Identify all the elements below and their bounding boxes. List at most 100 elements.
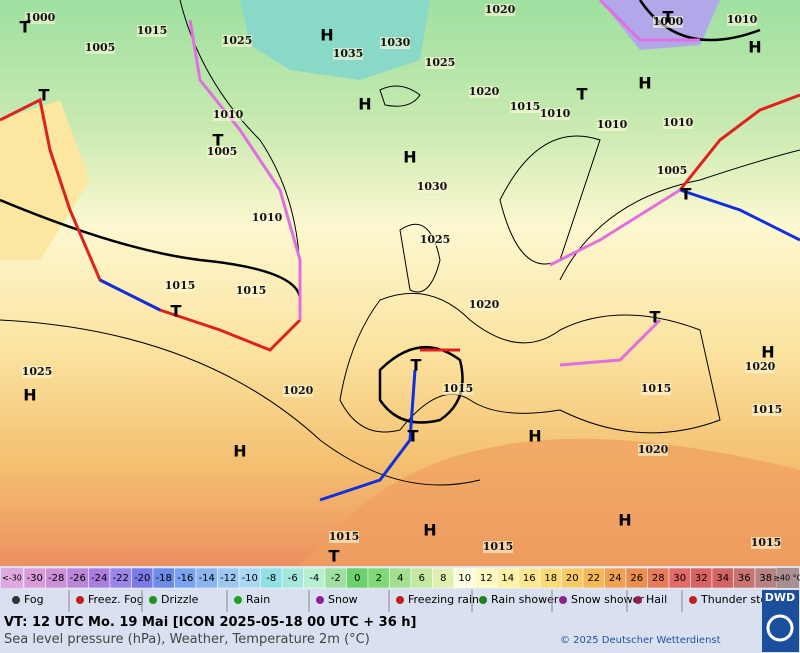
pressure-center: T bbox=[408, 427, 419, 446]
label-bg bbox=[380, 37, 410, 49]
scale-value: 32 bbox=[695, 573, 708, 584]
scale-value: 20 bbox=[566, 573, 579, 584]
scale-value: 36 bbox=[738, 573, 751, 584]
label-bg bbox=[25, 12, 55, 24]
warm-area bbox=[0, 100, 90, 260]
label-bg bbox=[420, 234, 450, 246]
isobar-label: 1025 bbox=[425, 56, 456, 69]
pressure-center: T bbox=[681, 185, 692, 204]
isobar-label: 1010 bbox=[597, 118, 628, 131]
cold-front bbox=[99, 278, 161, 312]
scale-value: -12 bbox=[220, 573, 236, 584]
label-bg bbox=[653, 16, 683, 28]
legend-icon bbox=[634, 596, 642, 604]
isobar-label: 1025 bbox=[22, 365, 53, 378]
pressure-center: H bbox=[748, 38, 761, 57]
isobar-label: 1010 bbox=[727, 13, 758, 26]
legend-icon bbox=[479, 596, 487, 604]
pressure-center: T bbox=[20, 18, 31, 37]
label-bg bbox=[443, 383, 473, 395]
label-bg bbox=[252, 212, 282, 224]
scale-value: -26 bbox=[70, 573, 86, 584]
scale-value: 28 bbox=[652, 573, 665, 584]
legend-icon bbox=[234, 596, 242, 604]
cold-front bbox=[679, 188, 800, 242]
isobar-label: 1005 bbox=[207, 145, 238, 158]
occluded-front bbox=[549, 188, 681, 367]
label-bg bbox=[425, 57, 455, 69]
legend-icon bbox=[149, 596, 157, 604]
map: 1000 1015 1005 1020 1000 1010 1035 1030 1025 1025… bbox=[0, 0, 800, 566]
pressure-center: T bbox=[663, 8, 674, 27]
pressure-center: T bbox=[329, 547, 340, 566]
label-bg bbox=[469, 86, 499, 98]
isobar-label: 1030 bbox=[417, 180, 448, 193]
isobar-label: 1000 bbox=[25, 11, 56, 24]
isobar-label: 1010 bbox=[213, 108, 244, 121]
pressure-center: T bbox=[213, 131, 224, 150]
scale-value: 14 bbox=[501, 573, 514, 584]
label-bg bbox=[469, 299, 499, 311]
label-bg bbox=[641, 383, 671, 395]
description: Sea level pressure (hPa), Weather, Tempe… bbox=[4, 632, 370, 647]
pressure-center: H bbox=[358, 95, 371, 114]
scale-value: 24 bbox=[609, 573, 622, 584]
cold-area bbox=[240, 0, 430, 80]
isobar-label: 1015 bbox=[751, 536, 782, 549]
label-bg bbox=[745, 361, 775, 373]
pressure-center: T bbox=[411, 356, 422, 375]
legend-label: Freezing rain bbox=[408, 593, 479, 606]
isobar-label: 1025 bbox=[420, 233, 451, 246]
occluded-front bbox=[188, 19, 302, 320]
isobar-label: 1010 bbox=[252, 211, 283, 224]
isobar bbox=[559, 149, 800, 281]
pressure-center: H bbox=[403, 148, 416, 167]
label-bg bbox=[137, 25, 167, 37]
scale-value: 16 bbox=[523, 573, 536, 584]
label-bg bbox=[283, 385, 313, 397]
label-bg bbox=[540, 108, 570, 120]
label-bg bbox=[663, 117, 693, 129]
isobar bbox=[638, 0, 761, 42]
legend-label: Thunder storm bbox=[700, 593, 782, 606]
pressure-center: H bbox=[528, 427, 541, 446]
scale-value: -18 bbox=[156, 573, 172, 584]
label-bg bbox=[752, 404, 782, 416]
isobar-label: 1015 bbox=[165, 279, 196, 292]
isobar-label: 1015 bbox=[641, 382, 672, 395]
pressure-center: H bbox=[423, 521, 436, 540]
scale-value: 26 bbox=[630, 573, 643, 584]
isobar-label: 1015 bbox=[443, 382, 474, 395]
scale-value: -4 bbox=[309, 573, 319, 584]
label-bg bbox=[222, 35, 252, 47]
pressure-center: H bbox=[761, 343, 774, 362]
scale-value: 2 bbox=[376, 573, 382, 584]
isobar bbox=[0, 319, 481, 486]
scale-value: 8 bbox=[440, 573, 446, 584]
warm-area bbox=[300, 438, 800, 566]
pressure-center: H bbox=[618, 511, 631, 530]
valid-time: VT: 12 UTC Mo. 19 Mai [ICON 2025-05-18 0… bbox=[4, 615, 416, 630]
label-bg bbox=[213, 109, 243, 121]
scale-value: 4 bbox=[397, 573, 403, 584]
scale-value: 10 bbox=[458, 573, 471, 584]
isobar-label: 1020 bbox=[638, 443, 669, 456]
pressure-center: H bbox=[320, 26, 333, 45]
scale-cell bbox=[1, 568, 23, 588]
scale-value: 34 bbox=[716, 573, 729, 584]
scale-value: -14 bbox=[199, 573, 215, 584]
pressure-center: T bbox=[171, 302, 182, 321]
logo bbox=[762, 590, 799, 652]
label-bg bbox=[333, 48, 363, 60]
scale-high-label: ≥40 °C bbox=[773, 574, 800, 583]
label-bg bbox=[597, 119, 627, 131]
label-bg bbox=[510, 101, 540, 113]
label-bg bbox=[236, 285, 266, 297]
scale-value: 12 bbox=[480, 573, 493, 584]
label-bg bbox=[329, 531, 359, 543]
scale-low-label: <-30 bbox=[2, 574, 22, 583]
isobar-label: 1015 bbox=[329, 530, 360, 543]
isobar-label: 1020 bbox=[283, 384, 314, 397]
scale-value: -10 bbox=[242, 573, 258, 584]
